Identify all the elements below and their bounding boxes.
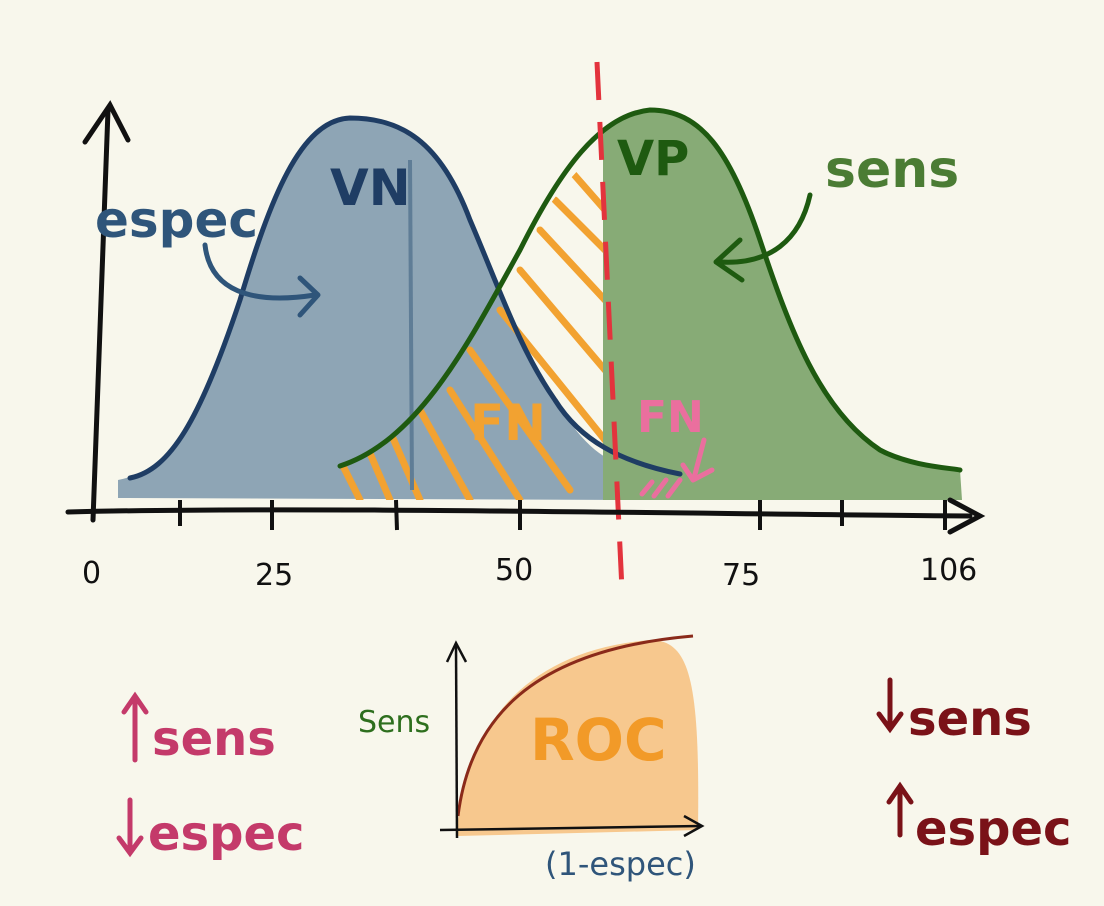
pink-hatch: [639, 477, 683, 499]
roc-area-fill: [458, 640, 699, 836]
y-axis: [90, 107, 111, 523]
roc-curve: [456, 634, 694, 817]
false-negative-overlap-label: FN: [470, 394, 546, 452]
left-note: sens espec: [116, 691, 305, 862]
roc-y-axis: [454, 645, 459, 839]
roc-x-axis: [439, 824, 701, 832]
fn-right-arrow: [691, 437, 707, 481]
specificity-arrowhead: [297, 275, 321, 318]
up-arrow-icon: [886, 781, 914, 838]
roc-chart: ROC Sens (1-espec): [358, 634, 705, 883]
roc-title: ROC: [530, 706, 667, 774]
left-note-line2: espec: [148, 806, 305, 862]
x-tick-label: 0: [82, 556, 101, 591]
negative-label: VN: [330, 159, 411, 217]
fn-right-arrowhead: [680, 462, 715, 483]
roc-x-axis-arrow: [683, 814, 705, 838]
x-tick-label: 25: [255, 558, 293, 593]
specificity-annotation: espec: [95, 191, 258, 249]
roc-y-label: Sens: [358, 705, 430, 740]
x-tick-label: 50: [495, 553, 533, 588]
down-arrow-icon: [116, 797, 144, 858]
roc-y-axis-arrow: [445, 640, 468, 663]
up-arrow-icon: [121, 691, 149, 763]
positive-distribution-curve: [337, 107, 963, 473]
positive-label: VP: [617, 131, 689, 187]
right-note: sens espec: [876, 677, 1072, 857]
specificity-arrow: [202, 242, 318, 301]
left-note-line1: sens: [152, 711, 276, 767]
x-axis-arrow: [947, 497, 986, 535]
roc-x-label: (1-espec): [545, 845, 696, 883]
negative-distribution-fill: [118, 118, 628, 500]
sensitivity-arrowhead: [713, 237, 745, 283]
annotation-arrows: [202, 192, 813, 483]
threshold-line: [594, 61, 625, 591]
false-negative-right-label: FN: [637, 392, 704, 443]
right-note-line2: espec: [915, 801, 1072, 857]
x-tick-label: 75: [722, 558, 760, 593]
y-axis-arrow: [82, 100, 131, 145]
negative-distribution-curve: [127, 115, 683, 481]
x-tick-label: 106: [920, 553, 977, 588]
right-note-line1: sens: [908, 691, 1032, 747]
sensitivity-annotation: sens: [825, 140, 959, 200]
down-arrow-icon: [876, 677, 904, 734]
false-negative-hatch: [340, 166, 603, 500]
negative-median-mark: [408, 159, 414, 491]
x-axis-ticks: [178, 499, 947, 531]
sensitivity-arrow: [717, 192, 813, 265]
